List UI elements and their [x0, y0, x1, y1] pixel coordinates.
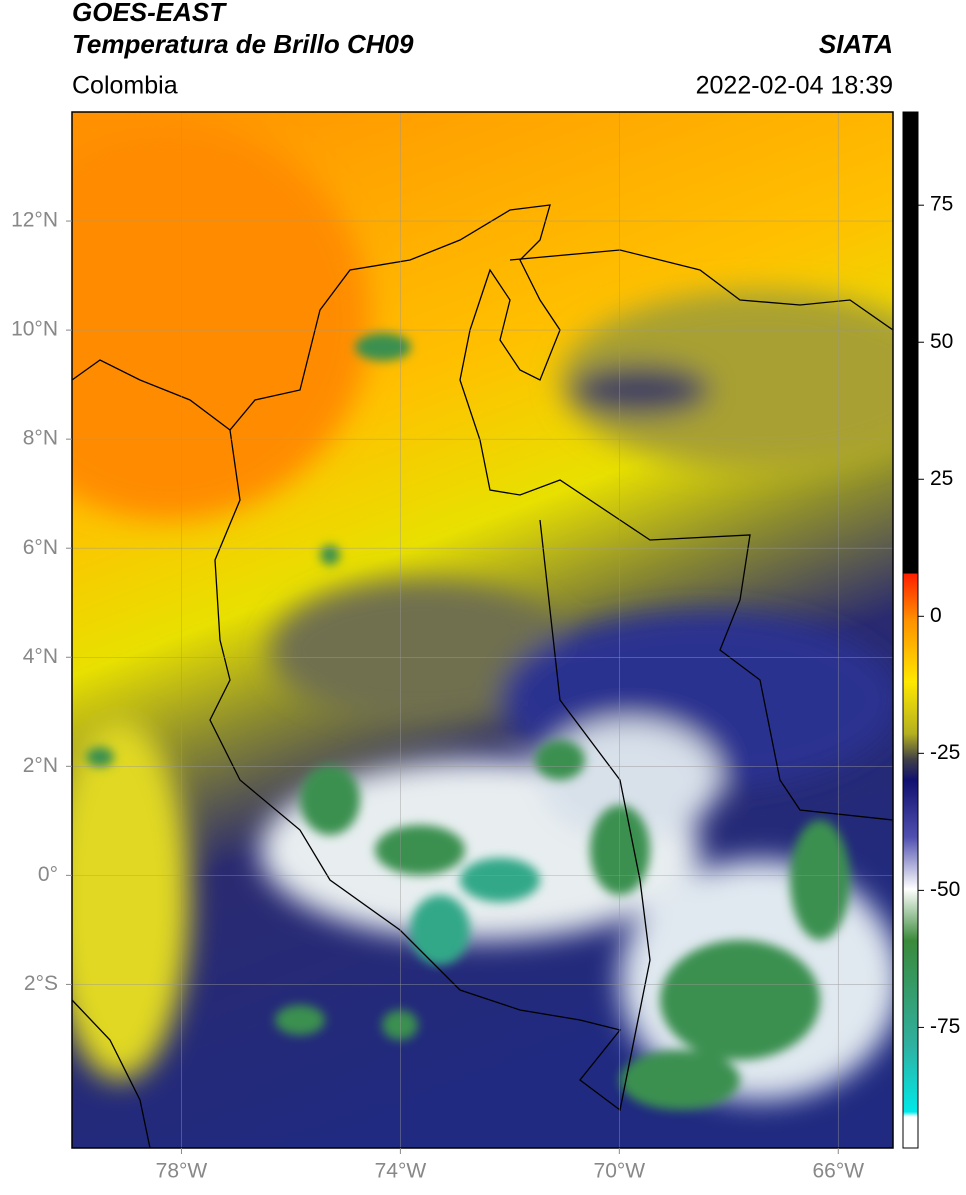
y-tick-label: 6°N — [23, 536, 58, 559]
grid — [72, 112, 893, 1148]
colorbar-label: -25 — [930, 741, 960, 764]
y-tick-label: 2°S — [24, 972, 58, 995]
y-tick-label: 12°N — [11, 209, 58, 232]
x-tick-label: 74°W — [375, 1160, 427, 1183]
y-tick-label: 2°N — [23, 754, 58, 777]
subtitle: Temperatura de Brillo CH09 — [72, 29, 414, 59]
source: SIATA — [819, 29, 893, 59]
colorbar-label: 0 — [930, 604, 942, 627]
datetime: 2022-02-04 18:39 — [696, 72, 893, 100]
x-tick-label: 78°W — [156, 1160, 208, 1183]
colorbar-label: 25 — [930, 467, 953, 490]
y-tick-label: 8°N — [23, 427, 58, 450]
x-tick-label: 70°W — [594, 1160, 646, 1183]
y-tick-label: 10°N — [11, 318, 58, 341]
x-tick-label: 66°W — [812, 1160, 864, 1183]
y-tick-label: 4°N — [23, 645, 58, 668]
colorbar-label: -75 — [930, 1015, 960, 1038]
title: GOES-EAST — [72, 0, 227, 27]
region: Colombia — [72, 72, 178, 100]
colorbar-label: -50 — [930, 878, 960, 901]
map-frame — [71, 111, 894, 1149]
colorbar-label: 75 — [930, 193, 953, 216]
satellite-image — [72, 112, 893, 1148]
colorbar — [902, 111, 919, 1149]
y-tick-label: 0° — [38, 863, 58, 886]
colorbar-label: 50 — [930, 330, 953, 353]
